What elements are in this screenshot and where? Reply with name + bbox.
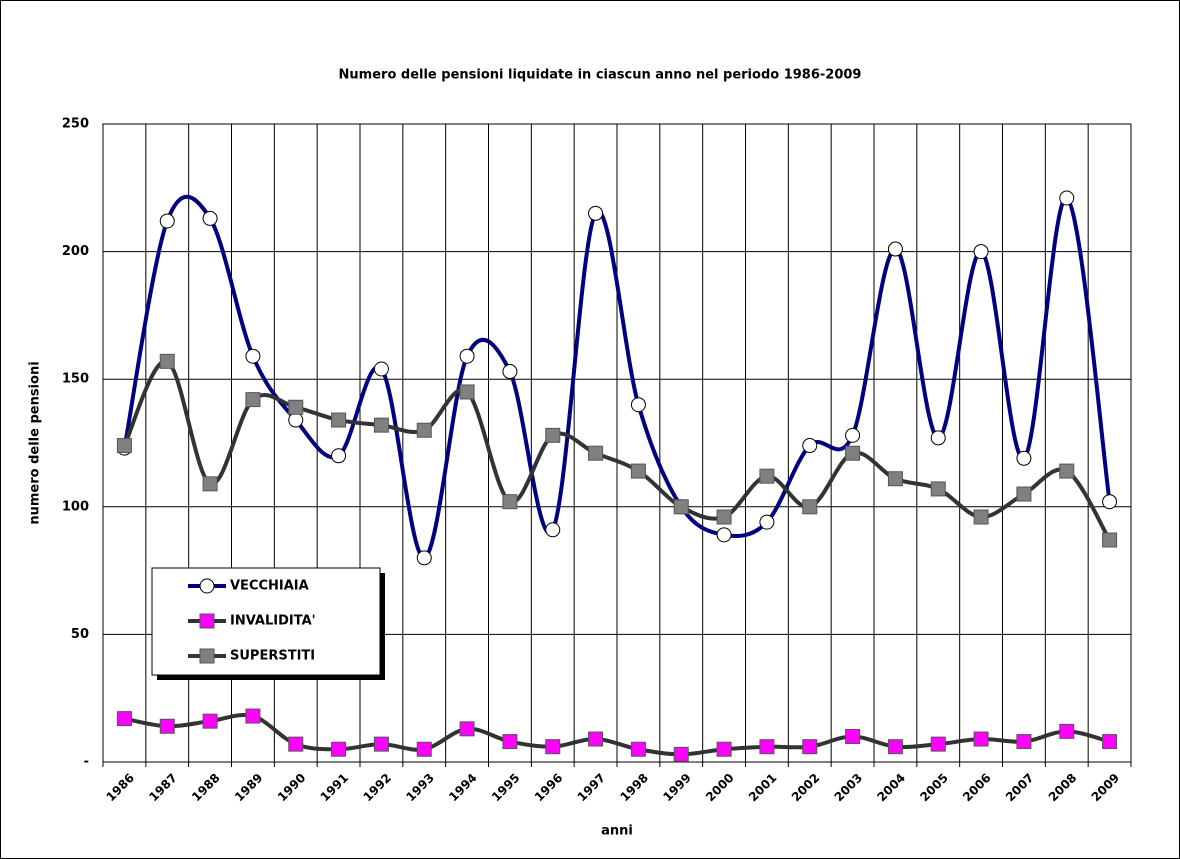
- marker: [802, 438, 818, 454]
- marker: [1102, 532, 1118, 548]
- marker: [887, 241, 903, 257]
- marker: [802, 499, 818, 515]
- marker: [245, 348, 261, 364]
- legend-label: INVALIDITA': [230, 614, 316, 629]
- y-tick-label: 100: [62, 499, 89, 514]
- marker: [802, 739, 818, 755]
- marker: [502, 364, 518, 380]
- marker: [630, 397, 646, 413]
- marker: [416, 422, 432, 438]
- marker: [199, 648, 215, 664]
- marker: [373, 736, 389, 752]
- marker: [588, 731, 604, 747]
- marker: [1059, 723, 1075, 739]
- marker: [673, 499, 689, 515]
- marker: [545, 427, 561, 443]
- marker: [288, 736, 304, 752]
- marker: [1059, 190, 1075, 206]
- chart-title: Numero delle pensioni liquidate in ciasc…: [339, 68, 862, 83]
- marker: [416, 550, 432, 566]
- marker: [202, 210, 218, 226]
- marker: [759, 468, 775, 484]
- plot-border: [102, 123, 1132, 763]
- marker: [1059, 463, 1075, 479]
- marker: [845, 427, 861, 443]
- marker: [373, 417, 389, 433]
- y-tick-label: 150: [62, 372, 89, 387]
- marker: [630, 463, 646, 479]
- marker: [116, 711, 132, 727]
- marker: [202, 713, 218, 729]
- marker: [973, 244, 989, 260]
- marker: [930, 736, 946, 752]
- marker: [545, 739, 561, 755]
- marker: [973, 509, 989, 525]
- marker: [245, 392, 261, 408]
- marker: [845, 728, 861, 744]
- marker: [245, 708, 261, 724]
- marker: [331, 412, 347, 428]
- marker: [1016, 486, 1032, 502]
- y-tick-label: 250: [62, 117, 89, 132]
- marker: [630, 741, 646, 757]
- marker: [930, 481, 946, 497]
- marker: [545, 522, 561, 538]
- marker: [416, 741, 432, 757]
- marker: [1016, 734, 1032, 750]
- legend-label: VECCHIAIA: [230, 579, 309, 594]
- marker: [716, 741, 732, 757]
- marker: [759, 514, 775, 530]
- marker: [673, 746, 689, 762]
- marker: [716, 509, 732, 525]
- marker: [116, 438, 132, 454]
- marker: [288, 412, 304, 428]
- marker: [1102, 494, 1118, 510]
- marker: [845, 445, 861, 461]
- marker: [288, 399, 304, 415]
- marker: [588, 445, 604, 461]
- marker: [1102, 734, 1118, 750]
- marker: [159, 353, 175, 369]
- marker: [887, 471, 903, 487]
- marker: [199, 613, 215, 629]
- marker: [159, 213, 175, 229]
- marker: [459, 348, 475, 364]
- marker: [502, 494, 518, 510]
- marker: [887, 739, 903, 755]
- y-tick-label: 200: [62, 244, 89, 259]
- x-axis-label: anni: [601, 824, 633, 839]
- marker: [459, 384, 475, 400]
- marker: [199, 578, 215, 594]
- marker: [588, 205, 604, 221]
- marker: [759, 739, 775, 755]
- marker: [459, 721, 475, 737]
- marker: [202, 476, 218, 492]
- marker: [331, 448, 347, 464]
- y-tick-label: -: [84, 755, 89, 770]
- y-axis-label: numero delle pensioni: [28, 361, 43, 524]
- legend-label: SUPERSTITI: [230, 649, 315, 664]
- y-tick-label: 50: [71, 627, 89, 642]
- marker: [716, 527, 732, 543]
- marker: [331, 741, 347, 757]
- marker: [373, 361, 389, 377]
- marker: [1016, 450, 1032, 466]
- marker: [930, 430, 946, 446]
- marker: [159, 718, 175, 734]
- marker: [502, 734, 518, 750]
- marker: [973, 731, 989, 747]
